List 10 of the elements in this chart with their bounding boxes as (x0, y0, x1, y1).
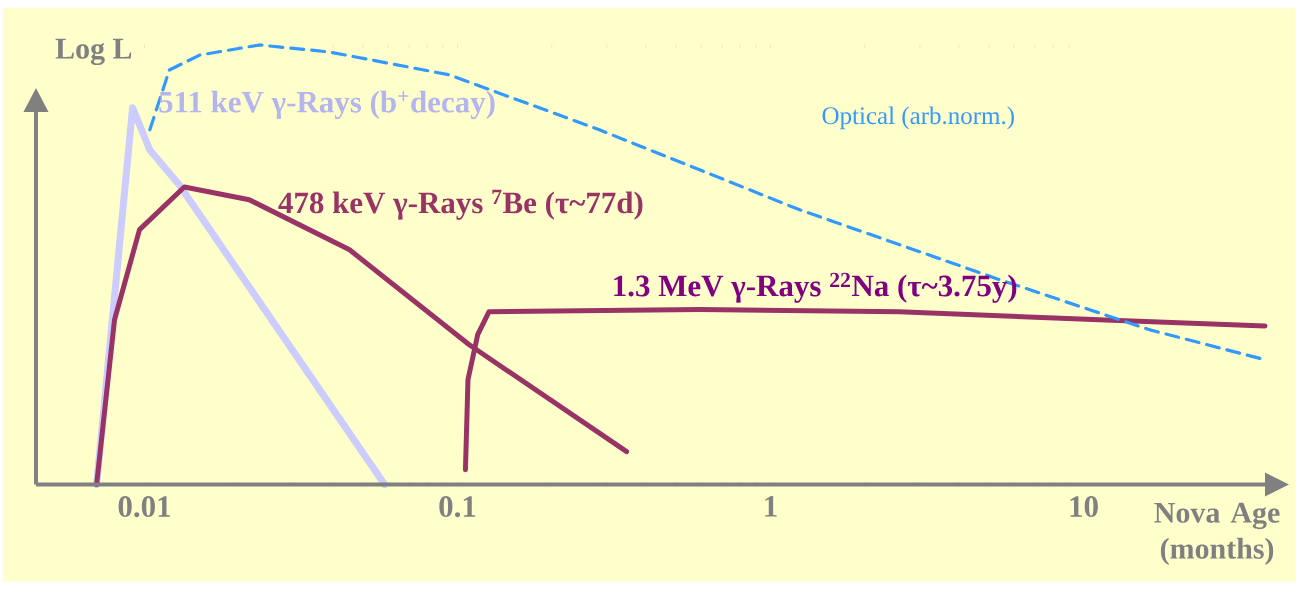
x-tick-label: 0.01 (118, 496, 171, 518)
y-axis-title: Log L (55, 39, 132, 66)
x-axis-title: Nova Age (months) (1154, 503, 1280, 566)
series-label: 511 keV γ-Rays (b$^{+}$decay) (159, 91, 495, 120)
series-label: 478 keV γ-Rays $^{7}$Be (τ~77d) (278, 190, 643, 221)
text: Optical (arb.norm.) (822, 106, 1014, 130)
x-tick-label: 10 (1070, 496, 1098, 518)
x-tick-label: 0.1 (439, 496, 476, 518)
series-label: 1.3 MeV γ-Rays $^{22}$Na (τ~3.75y) (614, 272, 1017, 304)
x-tick-label: 1 (765, 496, 777, 517)
